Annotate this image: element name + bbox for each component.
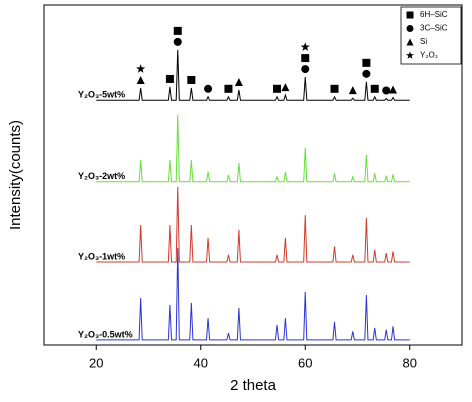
series-label: Y₂O₃-5wt% (78, 90, 125, 100)
x-axis-label: 2 theta (230, 377, 277, 394)
square-marker (362, 58, 371, 67)
legend-symbol (406, 51, 414, 59)
series-label: Y₂O₃-0.5wt% (78, 329, 133, 339)
circle-marker (362, 69, 371, 78)
triangle-marker (348, 86, 357, 95)
circle-marker (382, 86, 391, 95)
circle-marker (173, 37, 182, 46)
square-marker (187, 75, 196, 84)
x-tick-label: 40 (194, 355, 208, 370)
series-label: Y₂O₃-1wt% (78, 251, 125, 261)
square-marker (370, 84, 379, 93)
circle-marker (301, 65, 310, 74)
triangle-marker (281, 83, 290, 92)
square-marker (330, 84, 339, 93)
legend-label: 6H–SiC (420, 10, 448, 19)
legend-symbol (406, 11, 414, 19)
triangle-marker (389, 85, 398, 94)
plot-frame (43, 4, 463, 346)
x-tick-label: 60 (298, 355, 312, 370)
x-tick-label: 20 (89, 355, 103, 370)
legend-label: 3C–SiC (420, 24, 448, 33)
pattern-line (96, 248, 410, 341)
triangle-marker (136, 75, 145, 84)
triangle-marker (234, 78, 243, 86)
pattern-line (96, 186, 410, 263)
pattern-line (96, 49, 410, 101)
square-marker (301, 54, 310, 63)
legend-label: Si (420, 37, 427, 46)
square-marker (273, 84, 282, 93)
star-marker (136, 64, 146, 73)
circle-marker (204, 84, 213, 93)
x-tick-label: 80 (403, 355, 417, 370)
legend-symbol (406, 25, 414, 32)
series-label: Y₂O₃-2wt% (78, 171, 125, 181)
y-axis-label: Intensity(counts) (7, 120, 24, 230)
square-marker (224, 84, 233, 93)
square-marker (173, 26, 182, 35)
pattern-line (96, 115, 410, 183)
legend-label: Y₂O₃ (420, 51, 438, 60)
square-marker (165, 74, 174, 83)
star-marker (300, 42, 310, 51)
legend-symbol (406, 38, 414, 46)
